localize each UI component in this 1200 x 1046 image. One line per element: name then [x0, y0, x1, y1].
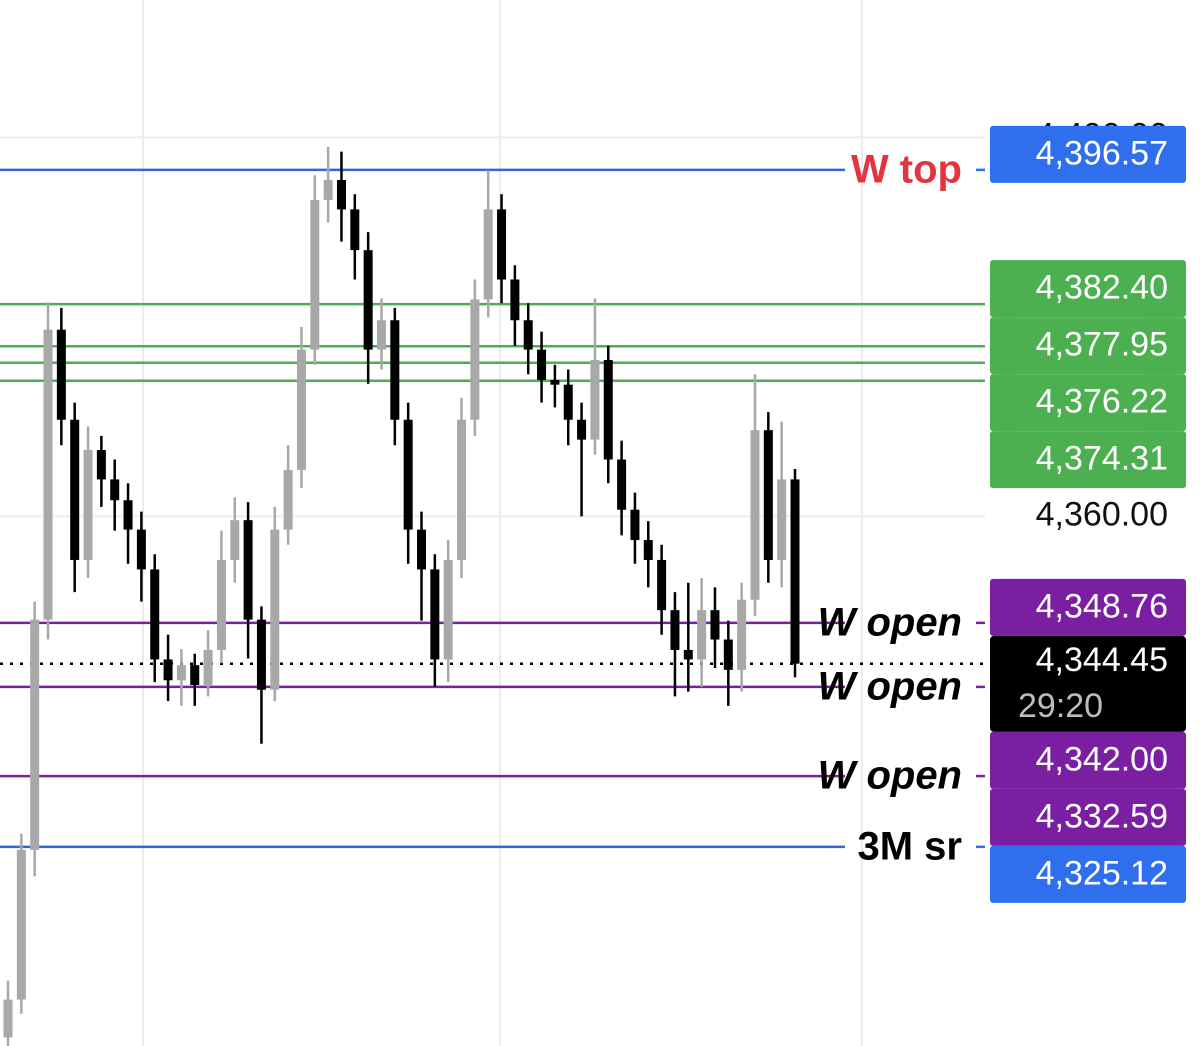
candle-body [176, 665, 186, 681]
price-label-box [990, 578, 1186, 636]
price-label-box [990, 788, 1186, 846]
candle-body [470, 299, 480, 420]
price-label: 4,342.00 [1036, 740, 1168, 778]
price-label: 4,377.95 [1036, 326, 1168, 364]
price-label: 4,332.59 [1036, 797, 1168, 835]
price-label: 4,374.31 [1036, 440, 1168, 478]
candle-body [577, 419, 587, 440]
level-annotation: W top [851, 147, 962, 191]
candle-body [30, 619, 40, 850]
candle-body [283, 469, 293, 530]
price-label: 4,325.12 [1036, 854, 1168, 892]
candle-body [323, 180, 333, 200]
candle-body [350, 209, 360, 251]
price-label-box [990, 374, 1186, 432]
candle-body [3, 999, 13, 1038]
candle-body [390, 320, 400, 420]
candle-body [190, 665, 200, 686]
candle-body [363, 250, 373, 350]
candle-body [96, 450, 106, 480]
price-label-box [990, 317, 1186, 375]
candle-body [70, 419, 80, 560]
price-label-box [990, 125, 1186, 183]
candle-body [243, 520, 253, 620]
candle-body [510, 279, 520, 321]
candle-body [256, 619, 266, 690]
candle-body [683, 649, 693, 660]
price-label-box [990, 731, 1186, 789]
candle-body [136, 529, 146, 570]
candle-body [563, 384, 573, 420]
candle-body [790, 479, 800, 664]
candle-body [310, 199, 320, 350]
candle-body [83, 450, 93, 560]
candle-body [16, 849, 26, 1000]
level-annotation: W open [818, 754, 962, 798]
current-price-label: 4,344.45 [1036, 641, 1168, 679]
candle-body [750, 430, 760, 600]
candle-body [216, 559, 226, 650]
price-label: 4,348.76 [1036, 587, 1168, 625]
candle-body [670, 610, 680, 650]
candle-body [150, 569, 160, 660]
candle-body [230, 520, 240, 560]
price-label-box [990, 260, 1186, 318]
current-price-box [990, 635, 1186, 732]
candle-body [430, 569, 440, 660]
candle-body [163, 659, 173, 681]
candle-body [43, 329, 53, 620]
candle-body [336, 180, 346, 210]
level-annotation: W open [818, 600, 962, 644]
price-label: 4,396.57 [1036, 134, 1168, 172]
price-label: 4,382.40 [1036, 269, 1168, 307]
y-tick-label: 4,360.00 [1036, 495, 1168, 533]
candle-body [270, 529, 280, 690]
candle-body [777, 479, 787, 560]
candle-body [497, 209, 507, 280]
candle-body [417, 529, 427, 570]
candle-body [723, 639, 733, 670]
candle-body [457, 419, 467, 560]
candle-body [123, 500, 133, 530]
candle-body [403, 419, 413, 530]
price-label-box [990, 845, 1186, 903]
candle-body [617, 459, 627, 510]
candle-body [483, 209, 493, 300]
level-annotation: W open [818, 664, 962, 708]
candle-body [697, 610, 707, 660]
candle-body [523, 320, 533, 350]
price-label-box [990, 431, 1186, 489]
candle-body [630, 509, 640, 541]
candle-body [550, 379, 560, 385]
candle-body [710, 610, 720, 640]
candle-body [296, 349, 306, 470]
candle-body [443, 559, 453, 660]
candle-body [590, 360, 600, 440]
candle-body [56, 329, 66, 420]
candle-body [537, 349, 547, 380]
candle-body [763, 430, 773, 560]
candle-body [643, 540, 653, 560]
price-label: 4,376.22 [1036, 383, 1168, 421]
countdown: 29:20 [1018, 687, 1103, 725]
candle-body [603, 360, 613, 460]
level-annotation: 3M sr [858, 824, 963, 868]
candle-body [203, 649, 213, 686]
candle-body [737, 599, 747, 670]
candle-body [376, 320, 386, 350]
candle-body [110, 479, 120, 501]
candle-body [657, 559, 667, 611]
